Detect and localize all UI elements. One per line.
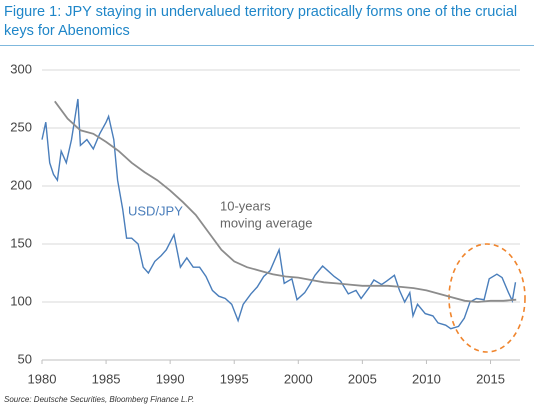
x-tick-label: 1980 — [28, 371, 57, 386]
x-tick-label: 2000 — [284, 371, 313, 386]
highlight-ellipse — [448, 243, 526, 353]
y-tick-label: 200 — [10, 177, 32, 192]
series-line — [41, 98, 517, 330]
y-tick-label: 300 — [10, 61, 32, 76]
y-tick-label: 150 — [10, 235, 32, 250]
source-note: Source: Deutsche Securities, Bloomberg F… — [4, 395, 195, 404]
y-tick-label: 50 — [18, 351, 32, 366]
x-tick-label: 2010 — [412, 371, 441, 386]
annotation: USD/JPY — [128, 203, 183, 218]
annotation: moving average — [220, 215, 313, 230]
x-tick-label: 1995 — [220, 371, 249, 386]
chart-title: Figure 1: JPY staying in undervalued ter… — [4, 4, 518, 39]
annotation: 10-years — [220, 198, 271, 213]
series-line — [54, 100, 517, 303]
x-tick-label: 1985 — [92, 371, 121, 386]
y-tick-label: 250 — [10, 119, 32, 134]
y-tick-label: 100 — [10, 293, 32, 308]
x-tick-label: 1990 — [156, 371, 185, 386]
x-tick-label: 2015 — [476, 371, 505, 386]
x-tick-label: 2005 — [348, 371, 377, 386]
title-rule — [0, 45, 534, 46]
